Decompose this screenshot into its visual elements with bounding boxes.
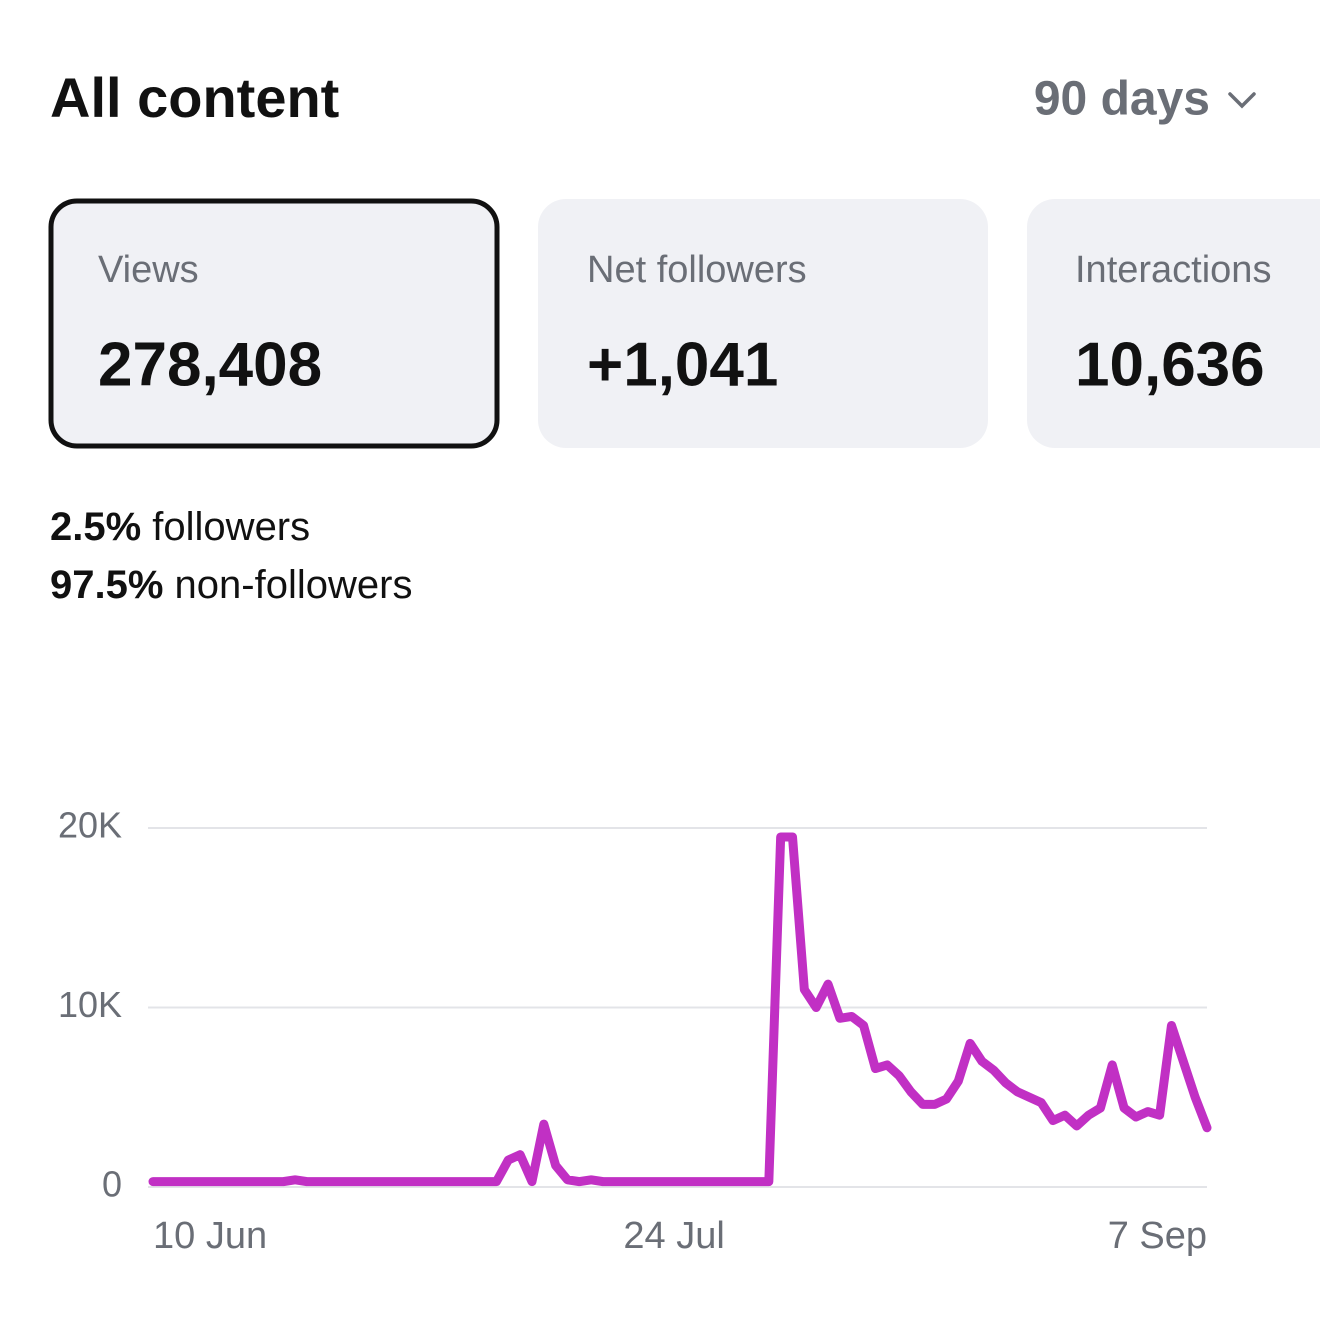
percent: 97.5%	[50, 563, 163, 607]
card-label: Views	[98, 249, 199, 291]
breakdown-label: non-followers	[175, 563, 413, 607]
breakdown-row: 97.5% non-followers	[50, 563, 412, 607]
breakdown-row: 2.5% followers	[50, 505, 310, 549]
line	[148, 832, 1212, 1187]
card-bg[interactable]	[538, 199, 988, 448]
card[interactable]: Views 278,408	[48, 198, 500, 449]
percent: 2.5%	[50, 505, 141, 549]
card-label: Net followers	[587, 249, 807, 291]
title: All content	[50, 66, 339, 129]
card-bg[interactable]	[1027, 199, 1320, 448]
y-tick-label: 10K	[58, 984, 122, 1025]
y-tick-label: 20K	[58, 805, 122, 846]
breakdown-label: followers	[152, 505, 310, 549]
x-tick-label: 7 Sep	[1108, 1215, 1207, 1257]
chevron[interactable]	[1228, 92, 1256, 109]
card-bg[interactable]	[48, 198, 500, 449]
card-label: Interactions	[1075, 249, 1271, 291]
x-tick-label: 24 Jul	[623, 1215, 724, 1257]
period[interactable]: 90 days	[1034, 73, 1210, 126]
card[interactable]: Interactions 10,636	[1027, 199, 1320, 448]
card-value: 10,636	[1075, 330, 1265, 399]
period-selector[interactable]: 90 days	[1034, 73, 1256, 126]
chart: 0 10K 20K 10 Jun 24 Jul 7 Sep	[58, 805, 1212, 1257]
card-value: +1,041	[587, 330, 778, 399]
x-tick-label: 10 Jun	[153, 1215, 267, 1257]
card[interactable]: Net followers +1,041	[538, 199, 988, 448]
card-value: 278,408	[98, 330, 322, 399]
y-tick-label: 0	[102, 1164, 122, 1205]
